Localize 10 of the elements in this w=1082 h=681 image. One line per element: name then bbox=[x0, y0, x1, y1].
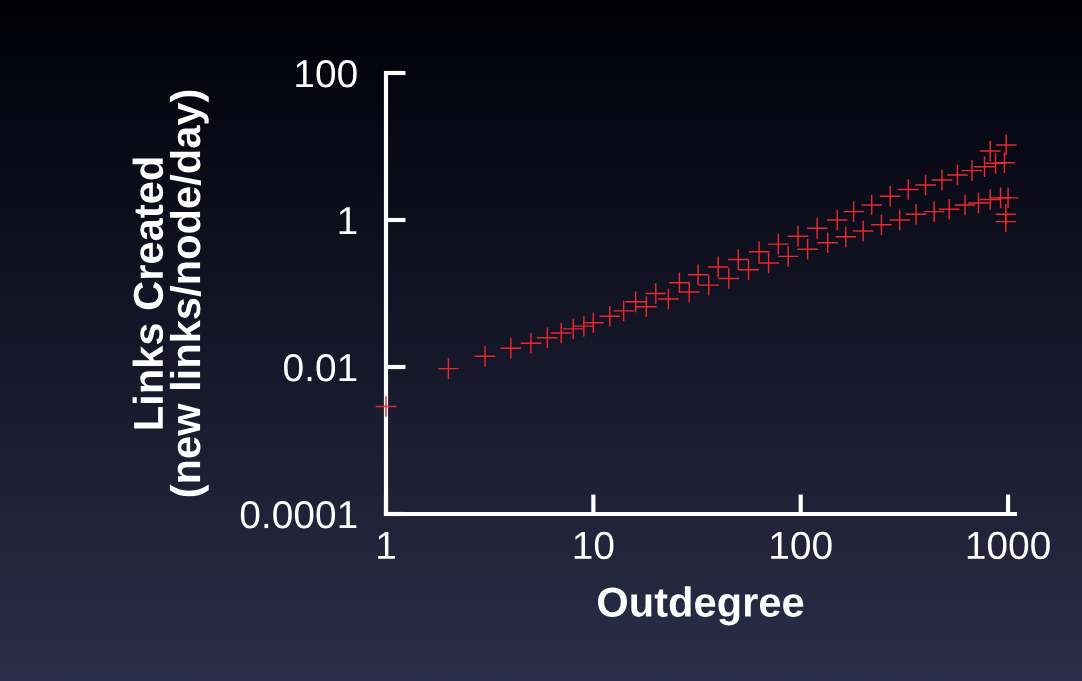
x-tick-label: 1 bbox=[378, 532, 395, 559]
x-tick-label: 10 bbox=[574, 531, 614, 560]
y-axis-title: Links Created (new links/node/day) bbox=[132, 90, 209, 497]
y-tick-label: 100 bbox=[296, 59, 357, 88]
x-tick-label: 100 bbox=[771, 531, 832, 560]
x-tick-label: 1000 bbox=[967, 531, 1050, 560]
y-tick-label: 0.0001 bbox=[240, 500, 357, 529]
x-axis-title: Outdegree bbox=[598, 586, 804, 626]
y-tick-label: 0.01 bbox=[284, 353, 357, 382]
y-tick-label: 1 bbox=[339, 207, 357, 235]
